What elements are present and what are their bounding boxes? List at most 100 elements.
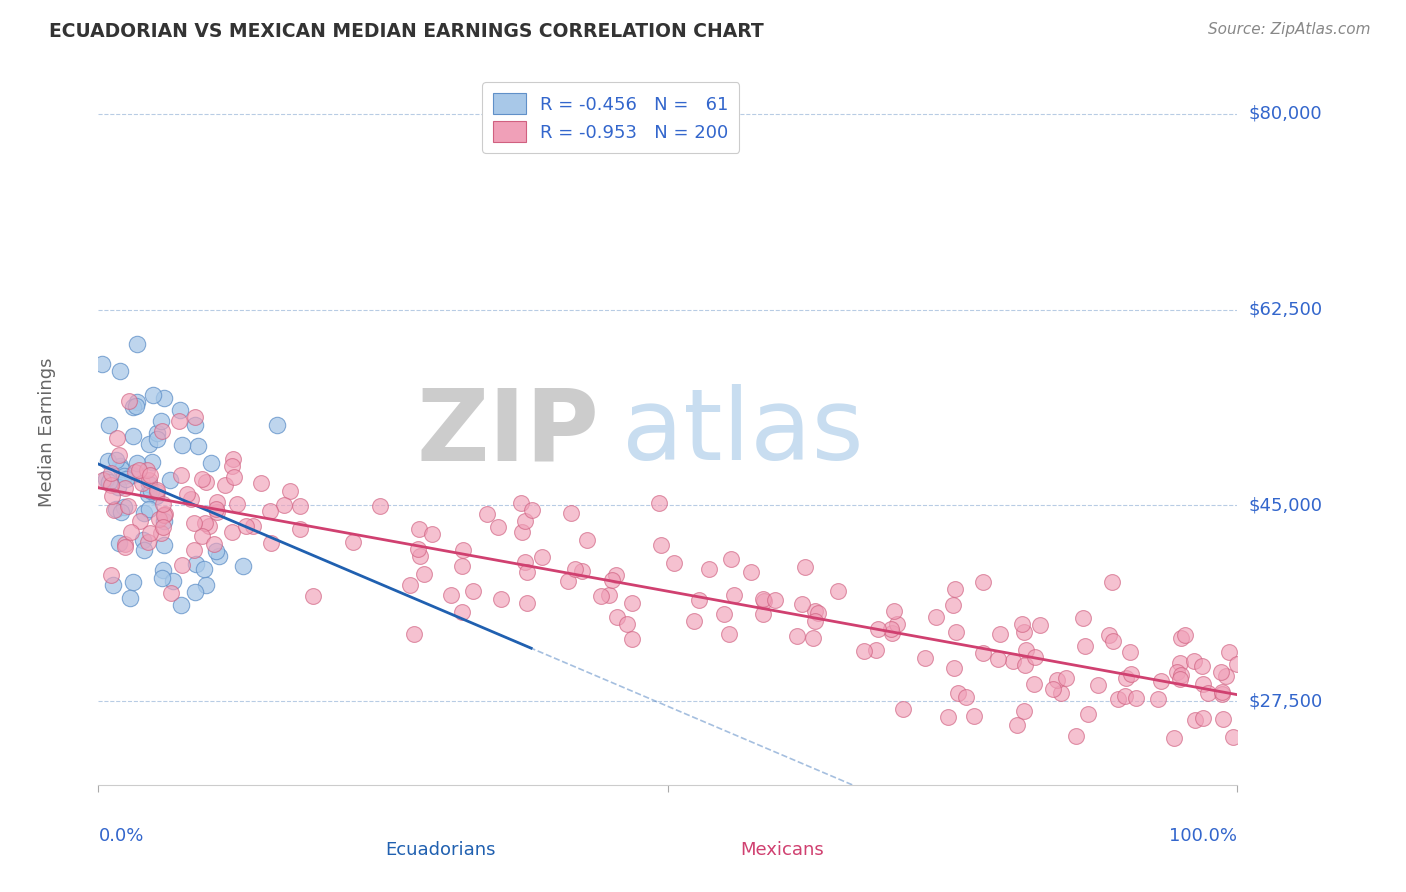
Point xyxy=(368,499,391,513)
Point xyxy=(1071,611,1094,625)
Point xyxy=(752,607,775,621)
Point xyxy=(205,501,228,516)
Point xyxy=(515,515,537,529)
Point xyxy=(132,506,155,520)
Point xyxy=(235,518,257,533)
Point xyxy=(122,401,145,415)
Point xyxy=(1147,691,1170,706)
Point xyxy=(112,469,135,483)
Point xyxy=(1064,729,1087,743)
Point xyxy=(197,519,219,533)
Point xyxy=(150,571,173,585)
Text: 100.0%: 100.0% xyxy=(1170,827,1237,846)
Text: $45,000: $45,000 xyxy=(1249,496,1323,515)
Point xyxy=(108,458,131,473)
Point xyxy=(136,463,159,477)
Point xyxy=(662,556,685,570)
Point xyxy=(1150,673,1173,688)
Point xyxy=(134,543,156,558)
Point xyxy=(1191,659,1213,673)
Point xyxy=(138,436,160,450)
Point xyxy=(1014,657,1036,672)
Point xyxy=(131,533,153,547)
Point xyxy=(955,690,977,704)
Point xyxy=(880,622,903,636)
Point xyxy=(91,473,114,487)
Point xyxy=(1007,718,1029,732)
Point xyxy=(1042,681,1064,696)
Point xyxy=(621,596,644,610)
Point xyxy=(1174,628,1197,642)
Point xyxy=(204,543,226,558)
Point xyxy=(225,497,247,511)
Point xyxy=(683,614,706,628)
Point xyxy=(1107,691,1129,706)
Point xyxy=(451,559,474,574)
Point xyxy=(120,591,142,606)
Point xyxy=(136,487,159,501)
Point xyxy=(101,489,124,503)
Point xyxy=(1101,574,1123,589)
Point xyxy=(145,489,167,503)
Point xyxy=(398,578,420,592)
Point xyxy=(159,473,181,487)
Point xyxy=(891,702,914,716)
Point xyxy=(1054,671,1077,685)
Point xyxy=(1170,667,1192,681)
Point xyxy=(621,632,644,646)
Point xyxy=(1211,687,1233,701)
Point xyxy=(575,533,598,547)
Point xyxy=(104,453,127,467)
Point xyxy=(125,456,148,470)
Point xyxy=(152,425,174,439)
Point xyxy=(108,364,131,378)
Legend: R = -0.456   N =   61, R = -0.953   N = 200: R = -0.456 N = 61, R = -0.953 N = 200 xyxy=(482,82,740,153)
Point xyxy=(408,522,430,536)
Point xyxy=(868,622,890,636)
Point xyxy=(183,516,205,530)
Point xyxy=(1211,685,1233,699)
Point xyxy=(946,686,969,700)
Point xyxy=(1002,654,1025,668)
Point xyxy=(169,402,191,417)
Point xyxy=(793,559,815,574)
Point xyxy=(101,578,124,592)
Point xyxy=(422,527,444,541)
Point xyxy=(114,541,136,555)
Point xyxy=(148,512,170,526)
Point xyxy=(152,563,174,577)
Point xyxy=(184,409,207,424)
Point xyxy=(1197,686,1219,700)
Point xyxy=(142,387,165,401)
Point xyxy=(752,592,775,607)
Point xyxy=(853,644,876,658)
Point xyxy=(963,709,986,723)
Point xyxy=(988,627,1011,641)
Point xyxy=(720,551,742,566)
Point xyxy=(153,507,176,521)
Point xyxy=(114,500,136,514)
Point xyxy=(91,357,114,371)
Text: ZIP: ZIP xyxy=(416,384,599,481)
Point xyxy=(124,465,146,479)
Point xyxy=(924,609,946,624)
Point xyxy=(713,607,735,621)
Point xyxy=(1012,704,1035,718)
Point xyxy=(170,438,193,452)
Point xyxy=(1049,686,1071,700)
Point xyxy=(1074,639,1097,653)
Point xyxy=(886,616,908,631)
Text: $27,500: $27,500 xyxy=(1249,692,1323,710)
Point xyxy=(169,414,191,428)
Point xyxy=(942,661,965,675)
Point xyxy=(1114,690,1136,704)
Point xyxy=(1046,673,1069,688)
Point xyxy=(1077,706,1099,721)
Point xyxy=(121,467,143,482)
Point xyxy=(792,597,814,611)
Point xyxy=(222,452,245,467)
Point xyxy=(1182,654,1205,668)
Point xyxy=(801,631,824,645)
Point xyxy=(138,476,160,491)
Point xyxy=(404,626,426,640)
